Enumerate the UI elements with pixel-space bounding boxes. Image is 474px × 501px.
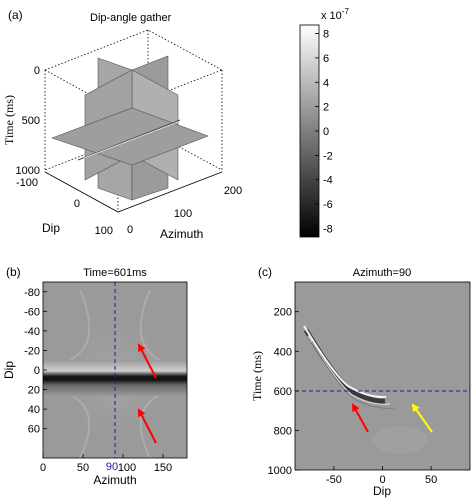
- colorbar-ticks: 8 6 4 2 0 -2 -4 -6 -8: [315, 29, 333, 235]
- panel-a-time-label: Time (ms): [2, 95, 16, 145]
- panel-a: (a) Dip-angle gather 0 500: [2, 8, 242, 241]
- panel-c-red-arrow: [352, 403, 369, 433]
- panel-a-gather-volume: [51, 55, 209, 201]
- panel-c-y-tick: 1000: [268, 465, 292, 477]
- panel-b-y-tick: -60: [24, 306, 40, 318]
- panel-b-xlabel: Azimuth: [93, 473, 136, 487]
- panel-b-ylabel: Dip: [2, 361, 16, 379]
- panel-b-x-tick: 50: [77, 462, 89, 474]
- panel-a-azimuth-tick: 0: [127, 224, 133, 236]
- panel-c-x-tick: 50: [425, 474, 437, 486]
- panel-b-upper-arrow: [138, 343, 157, 379]
- panel-b-title: Time=601ms: [83, 267, 147, 279]
- panel-c-x-tick: -50: [326, 474, 342, 486]
- panel-a-dip-tick: -100: [16, 177, 38, 189]
- panel-c-ylabel: Time (ms): [250, 351, 264, 401]
- panel-a-time-tick: 0: [34, 65, 40, 77]
- panel-c: (c) Azimuth=90 200 400 600 800 1000 -50 0 50 T…: [250, 265, 471, 498]
- colorbar-tick: 4: [323, 77, 329, 89]
- panel-b-lower-arrow: [138, 408, 157, 444]
- panel-c-y-tick: 600: [274, 386, 292, 398]
- colorbar-tick: 0: [323, 126, 329, 138]
- panel-b: (b) Time=601ms -80 -60 -40 -20 0 20 40 60 0 50 10…: [2, 265, 188, 487]
- colorbar-tick: 8: [323, 29, 329, 41]
- panel-c-image: [295, 282, 470, 470]
- colorbar: x 10-7 8 6 4 2 0 -2 -4 -6 -8: [299, 7, 349, 238]
- panel-b-y-tick: -80: [24, 287, 40, 299]
- panel-b-y-ticks: -80 -60 -40 -20 0 20 40 60: [24, 287, 47, 436]
- panel-c-title: Azimuth=90: [353, 267, 411, 279]
- panel-b-x-tick: 0: [40, 462, 46, 474]
- panel-a-azimuth-tick: 100: [174, 208, 192, 220]
- panel-a-azimuth-axis: 0 100 200 Azimuth: [127, 185, 242, 241]
- panel-a-azimuth-tick: 200: [224, 185, 242, 197]
- panel-c-y-ticks: 200 400 600 800 1000: [268, 307, 299, 477]
- panel-a-time-tick: 1000: [16, 165, 40, 177]
- colorbar-tick: 2: [323, 102, 329, 114]
- colorbar-tick: -2: [323, 150, 333, 162]
- panel-a-letter: (a): [8, 8, 23, 22]
- panel-b-y-tick: 0: [34, 365, 40, 377]
- panel-a-dip-tick: 100: [95, 225, 113, 237]
- panel-a-title: Dip-angle gather: [90, 12, 172, 24]
- panel-b-y-tick: 40: [28, 404, 40, 416]
- colorbar-scale: x 10-7: [321, 7, 349, 22]
- panel-a-time-tick: 500: [22, 115, 40, 127]
- panel-b-y-tick: 60: [28, 424, 40, 436]
- colorbar-tick: -8: [323, 223, 333, 235]
- panel-b-y-tick: 20: [28, 385, 40, 397]
- panel-c-letter: (c): [258, 265, 272, 279]
- panel-c-x-ticks: -50 0 50: [326, 466, 437, 486]
- colorbar-tick: -6: [323, 199, 333, 211]
- panel-b-x-ticks: 0 50 100 150: [40, 454, 172, 474]
- panel-b-image: [43, 282, 187, 458]
- colorbar-tick: -4: [323, 175, 333, 187]
- panel-b-y-tick: -40: [24, 326, 40, 338]
- panel-c-y-tick: 200: [274, 307, 292, 319]
- panel-b-x-tick: 100: [118, 462, 136, 474]
- panel-b-letter: (b): [6, 265, 21, 279]
- panel-c-yellow-arrow: [411, 403, 433, 433]
- panel-a-dip-label: Dip: [42, 221, 60, 235]
- panel-c-x-tick: 0: [379, 474, 385, 486]
- panel-c-xlabel: Dip: [373, 484, 391, 498]
- panel-c-y-tick: 800: [274, 425, 292, 437]
- panel-b-x-tick: 150: [154, 462, 172, 474]
- panel-c-y-tick: 400: [274, 346, 292, 358]
- panel-a-azimuth-label: Azimuth: [160, 227, 203, 241]
- panel-a-dip-tick: 0: [74, 198, 80, 210]
- colorbar-tick: 6: [323, 53, 329, 65]
- panel-a-time-axis: 0 500 1000 Time (ms): [2, 65, 40, 177]
- panel-a-dip-axis: -100 0 100 Dip: [16, 177, 113, 237]
- panel-b-y-tick: -20: [24, 345, 40, 357]
- panel-b-marker-label: 90: [106, 461, 118, 473]
